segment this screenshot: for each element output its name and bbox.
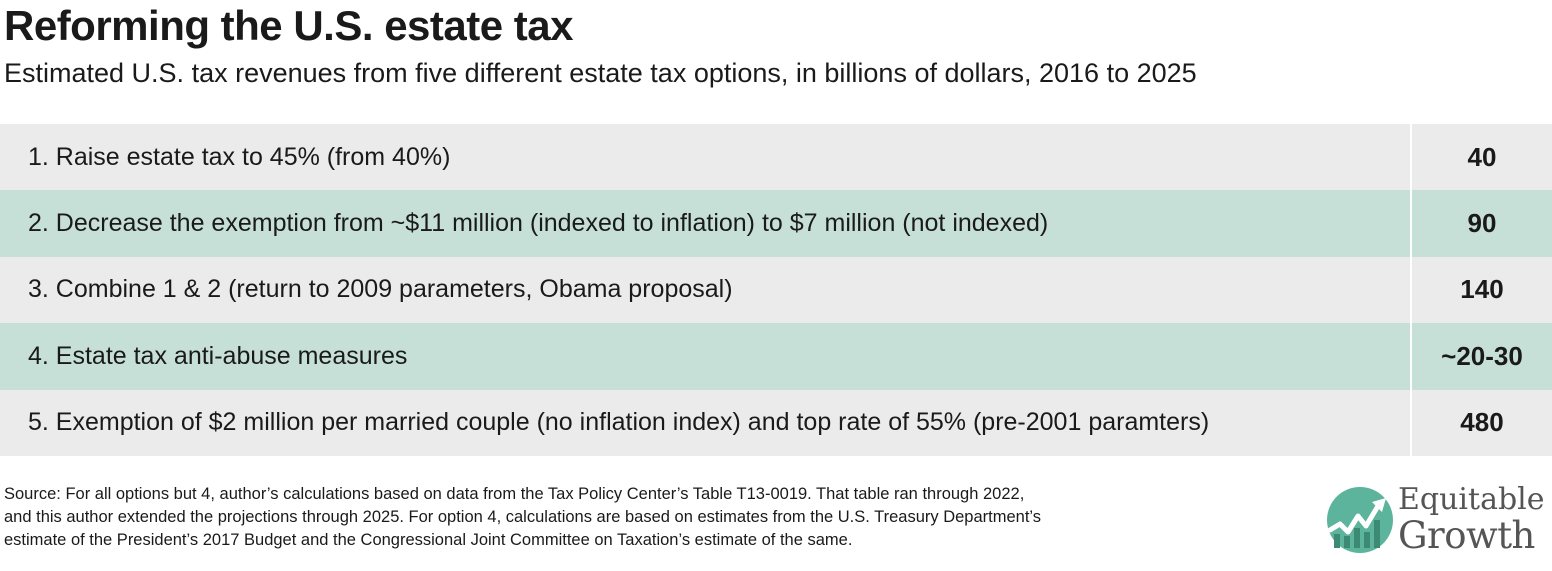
table-row-1: 1. Raise estate tax to 45% (from 40%) 40: [0, 124, 1552, 191]
source-line-3: estimate of the President’s 2017 Budget …: [4, 531, 853, 549]
row-4-label: 4. Estate tax anti-abuse measures: [28, 341, 408, 370]
logo-line-1: Equitable: [1398, 482, 1545, 517]
row-1-label: 1. Raise estate tax to 45% (from 40%): [28, 142, 451, 171]
table-row-4: 4. Estate tax anti-abuse measures ~20-30: [0, 323, 1552, 390]
row-3-label: 3. Combine 1 & 2 (return to 2009 paramet…: [28, 275, 733, 304]
table-row-3: 3. Combine 1 & 2 (return to 2009 paramet…: [0, 256, 1552, 324]
equitable-growth-logo: Equitable Growth: [1326, 482, 1550, 562]
row-2-label: 2. Decrease the exemption from ~$11 mill…: [28, 209, 1049, 238]
source-note: Source: For all options but 4, author’s …: [4, 483, 1304, 552]
chart-title: Reforming the U.S. estate tax: [4, 2, 573, 49]
source-line-1: Source: For all options but 4, author’s …: [4, 485, 1025, 503]
row-4-value: ~20-30: [1410, 323, 1552, 390]
logo-wordmark: Equitable Growth: [1398, 482, 1545, 554]
row-5-value: 480: [1410, 389, 1552, 456]
row-1-value: 40: [1410, 124, 1552, 191]
table-row-5: 5. Exemption of $2 million per married c…: [0, 389, 1552, 456]
logo-line-2: Growth: [1398, 514, 1535, 557]
chart-subtitle: Estimated U.S. tax revenues from five di…: [4, 58, 1197, 88]
equitable-growth-logo-icon: [1327, 487, 1393, 553]
table-row-2: 2. Decrease the exemption from ~$11 mill…: [0, 190, 1552, 257]
row-2-value: 90: [1410, 190, 1552, 257]
source-line-2: and this author extended the projections…: [4, 508, 1042, 526]
estate-tax-table: 1. Raise estate tax to 45% (from 40%) 40…: [0, 124, 1552, 456]
row-5-label: 5. Exemption of $2 million per married c…: [28, 408, 1210, 437]
row-3-value: 140: [1410, 256, 1552, 324]
